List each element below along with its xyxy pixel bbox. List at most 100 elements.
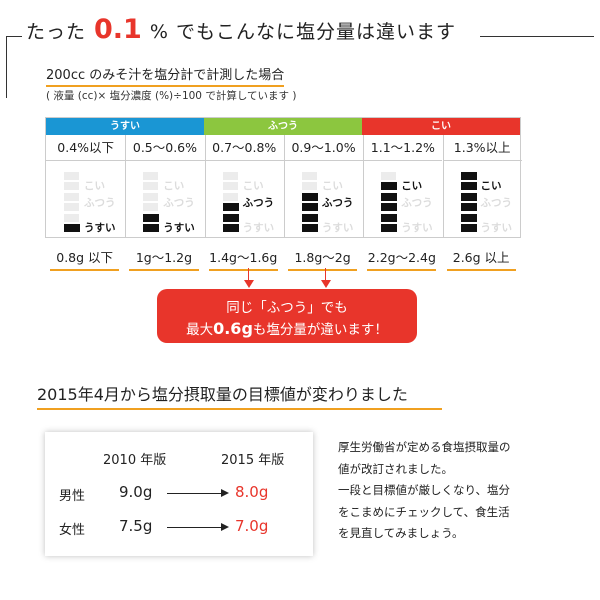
level-bar xyxy=(64,171,79,180)
level-bar xyxy=(460,192,477,201)
measurement-subtitle: 200cc のみそ汁を塩分計で計測した場合 xyxy=(46,64,285,87)
level-label-mid: ふつう xyxy=(401,196,433,209)
callout-arrow-left xyxy=(248,268,249,282)
heading-pre: たった xyxy=(26,21,87,43)
male-new-value: 8.0g xyxy=(235,483,269,501)
level-indicator: こい ふつう うすい xyxy=(125,162,204,238)
level-bar xyxy=(301,213,318,222)
concentration-range: 0.7〜0.8% xyxy=(204,135,284,161)
level-label-low: うすい xyxy=(321,222,354,234)
level-bar xyxy=(143,213,160,222)
level-bar xyxy=(143,203,159,211)
level-bar xyxy=(143,171,159,180)
concentration-range: 1.1〜1.2% xyxy=(363,135,443,161)
column-divider xyxy=(442,135,444,237)
level-bar xyxy=(64,213,79,222)
sex-female: 女性 xyxy=(59,523,86,538)
level-bar xyxy=(222,213,239,222)
level-bar xyxy=(222,182,238,190)
year-new: 2015 年版 xyxy=(221,453,285,468)
level-bar xyxy=(222,192,238,201)
target-change-title: 2015年4月から塩分摂取量の目標値が変わりました xyxy=(37,385,408,404)
callout-arrowhead-right xyxy=(321,280,331,288)
level-bar xyxy=(381,203,398,211)
male-old-value: 9.0g xyxy=(119,483,153,501)
level-indicator: こい ふつう うすい xyxy=(443,162,522,238)
column-divider xyxy=(204,135,206,237)
level-label-top: こい xyxy=(480,180,502,192)
level-label-top: こい xyxy=(242,180,264,192)
level-bar xyxy=(64,203,79,211)
main-heading: たった 0.1 % でもこんなに塩分量は違います xyxy=(22,14,464,54)
level-indicator: こい ふつう うすい xyxy=(205,162,284,238)
column-divider xyxy=(363,135,365,237)
level-bar xyxy=(143,182,159,190)
salt-amount: 1g〜1.2g xyxy=(129,247,199,271)
level-bar xyxy=(381,224,398,232)
category-header-strong: こい xyxy=(362,118,520,135)
level-bar xyxy=(143,224,160,232)
level-bar xyxy=(301,224,318,232)
formula-note: ( 液量 (cc)× 塩分濃度 (%)÷100 で計算しています ) xyxy=(46,90,297,102)
level-label-low: うすい xyxy=(242,222,275,234)
salt-amount: 2.2g〜2.4g xyxy=(367,247,437,271)
level-bar xyxy=(381,192,398,201)
salt-amount: 1.8g〜2g xyxy=(287,247,358,271)
level-bar xyxy=(143,192,159,201)
level-bar xyxy=(460,203,477,211)
level-bar xyxy=(301,182,317,190)
callout-arrowhead-left xyxy=(244,280,254,288)
level-indicator: こい ふつう うすい xyxy=(284,162,363,238)
level-bar xyxy=(64,192,79,201)
female-arrow xyxy=(167,523,229,531)
level-bar xyxy=(301,192,318,201)
concentration-range: 0.4%以下 xyxy=(46,135,126,161)
level-bar xyxy=(301,171,317,180)
level-bar xyxy=(381,171,397,180)
salt-amount: 0.8g 以下 xyxy=(50,247,120,271)
title-underline xyxy=(37,408,442,410)
level-bar xyxy=(460,224,477,232)
frame-top-left xyxy=(6,36,26,37)
column-divider xyxy=(125,135,127,237)
level-label-low: うすい xyxy=(84,222,116,234)
level-bar xyxy=(460,213,477,222)
level-bar xyxy=(301,203,318,211)
level-bar xyxy=(222,171,238,180)
level-label-mid: ふつう xyxy=(480,196,513,209)
level-label-low: うすい xyxy=(480,222,513,234)
level-label-mid: ふつう xyxy=(84,196,116,209)
level-bar xyxy=(460,171,477,180)
level-label-mid: ふつう xyxy=(321,196,354,209)
level-bar xyxy=(381,213,398,222)
category-header-light: うすい xyxy=(46,118,204,135)
level-bar xyxy=(222,224,239,232)
callout-line2: 最大0.6gも塩分量が違います！ xyxy=(186,319,388,338)
salt-table: うすい ふつう こい 0.4%以下 こい ふつう うすい 0.5〜0.6% こい ふつう うす… xyxy=(45,117,522,238)
level-label-mid: ふつう xyxy=(242,196,275,209)
salt-amount: 1.4g〜1.6g xyxy=(208,247,278,271)
concentration-range: 0.9〜1.0% xyxy=(283,135,364,161)
female-old-value: 7.5g xyxy=(119,517,153,535)
salt-amount: 2.6g 以上 xyxy=(446,247,516,271)
level-bar xyxy=(64,224,80,232)
level-bar xyxy=(381,182,398,190)
sex-male: 男性 xyxy=(59,489,86,504)
callout-arrow-right xyxy=(325,268,326,282)
callout-bubble: 同じ「ふつう」でも 最大0.6gも塩分量が違います！ xyxy=(157,289,417,343)
revision-note: 厚生労働省が定める食塩摂取量の 値が改訂されました。 一段と目標値が厳しくなり、… xyxy=(338,440,511,540)
concentration-range: 1.3%以上 xyxy=(442,135,522,161)
level-bar xyxy=(460,182,477,190)
callout-line1: 同じ「ふつう」でも xyxy=(226,300,348,316)
level-bar xyxy=(222,203,239,211)
target-comparison-box: 2010 年版 2015 年版 男性 9.0g 8.0g 女性 7.5g 7.0… xyxy=(45,432,313,556)
level-label-low: うすい xyxy=(401,222,433,234)
heading-post: % でもこんなに塩分量は違います xyxy=(149,21,456,43)
level-label-top: こい xyxy=(401,180,423,192)
level-label-top: こい xyxy=(321,180,343,192)
level-bar xyxy=(64,182,79,190)
column-divider xyxy=(283,135,285,237)
year-old: 2010 年版 xyxy=(103,453,167,468)
frame-left xyxy=(6,36,7,98)
level-label-top: こい xyxy=(84,180,105,192)
